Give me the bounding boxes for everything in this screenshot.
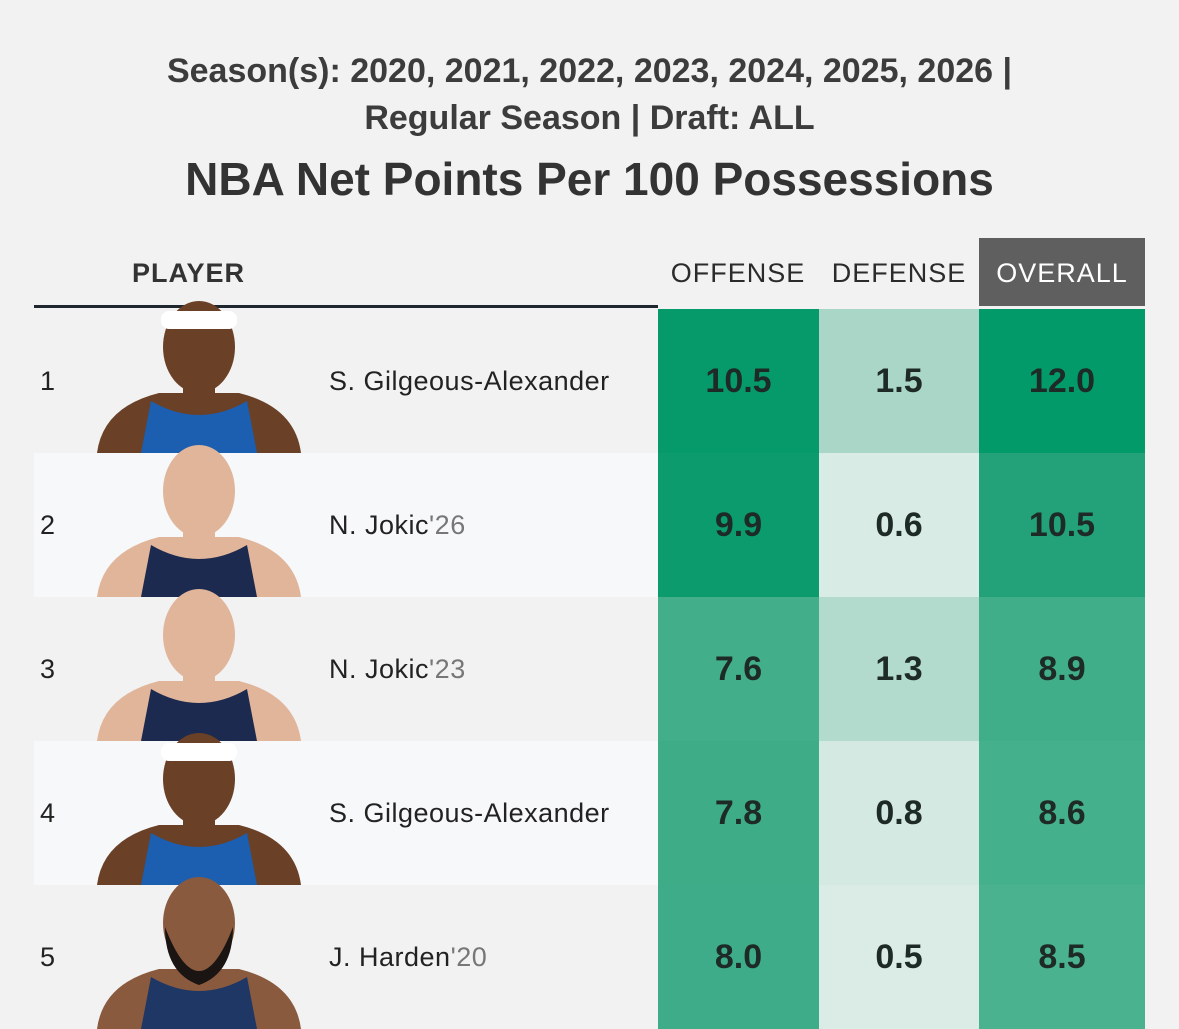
player-name-text: N. Jokic bbox=[329, 510, 430, 540]
defense-value: 0.6 bbox=[819, 453, 979, 597]
offense-value: 9.9 bbox=[658, 453, 819, 597]
player-headshot-icon bbox=[89, 289, 309, 453]
player-name-text: J. Harden bbox=[329, 942, 451, 972]
player-name-text: S. Gilgeous-Alexander bbox=[329, 366, 610, 396]
offense-value: 7.6 bbox=[658, 597, 819, 741]
defense-value: 1.5 bbox=[819, 309, 979, 453]
player-headshot-icon bbox=[89, 721, 309, 885]
player-headshot-icon bbox=[89, 433, 309, 597]
table-row[interactable]: 5 J. Harden'20 8.0 0.5 8.5 bbox=[34, 877, 1145, 1029]
header-divider bbox=[34, 305, 658, 308]
table-row[interactable]: 2 N. Jokic'26 9.9 0.6 10.5 bbox=[34, 445, 1145, 597]
overall-value: 10.5 bbox=[979, 453, 1145, 597]
player-name[interactable]: J. Harden'20 bbox=[329, 885, 487, 1029]
rank-number: 5 bbox=[40, 942, 56, 972]
defense-value: 0.5 bbox=[819, 885, 979, 1029]
overall-value: 12.0 bbox=[979, 309, 1145, 453]
subtitle-line-2: Regular Season | Draft: ALL bbox=[364, 99, 815, 137]
overall-value: 8.9 bbox=[979, 597, 1145, 741]
subtitle-line-1: Season(s): 2020, 2021, 2022, 2023, 2024,… bbox=[166, 52, 1013, 90]
table-row[interactable]: 3 N. Jokic'23 7.6 1.3 8.9 bbox=[34, 589, 1145, 741]
overall-value: 8.5 bbox=[979, 885, 1145, 1029]
rank-number: 1 bbox=[40, 366, 56, 396]
player-headshot-icon bbox=[89, 577, 309, 741]
column-header-defense[interactable]: DEFENSE bbox=[831, 258, 967, 288]
player-headshot-icon bbox=[89, 865, 309, 1029]
offense-value: 8.0 bbox=[658, 885, 819, 1029]
defense-value: 0.8 bbox=[819, 741, 979, 885]
player-name[interactable]: S. Gilgeous-Alexander bbox=[329, 741, 610, 885]
player-name[interactable]: S. Gilgeous-Alexander bbox=[329, 309, 610, 453]
page-title: NBA Net Points Per 100 Possessions bbox=[185, 153, 994, 205]
column-header-offense[interactable]: OFFENSE bbox=[670, 258, 806, 288]
rank-number: 3 bbox=[40, 654, 56, 684]
table-row[interactable]: 4 S. Gilgeous-Alexander 7.8 0.8 8.6 bbox=[34, 733, 1145, 885]
season-year: '26 bbox=[429, 510, 466, 540]
rank-number: 2 bbox=[40, 510, 56, 540]
player-name-text: S. Gilgeous-Alexander bbox=[329, 798, 610, 828]
offense-value: 10.5 bbox=[658, 309, 819, 453]
rank-number: 4 bbox=[40, 798, 56, 828]
defense-value: 1.3 bbox=[819, 597, 979, 741]
column-header-player[interactable]: PLAYER bbox=[132, 258, 246, 288]
filter-subtitle: Season(s): 2020, 2021, 2022, 2023, 2024,… bbox=[0, 48, 1179, 142]
player-name[interactable]: N. Jokic'23 bbox=[329, 597, 466, 741]
season-year: '23 bbox=[429, 654, 466, 684]
table-row[interactable]: 1 S. Gilgeous-Alexander 10.5 1.5 12.0 bbox=[34, 301, 1145, 453]
column-header-overall[interactable]: OVERALL bbox=[979, 238, 1145, 306]
player-name-text: N. Jokic bbox=[329, 654, 430, 684]
overall-value: 8.6 bbox=[979, 741, 1145, 885]
offense-value: 7.8 bbox=[658, 741, 819, 885]
player-name[interactable]: N. Jokic'26 bbox=[329, 453, 466, 597]
season-year: '20 bbox=[450, 942, 488, 972]
